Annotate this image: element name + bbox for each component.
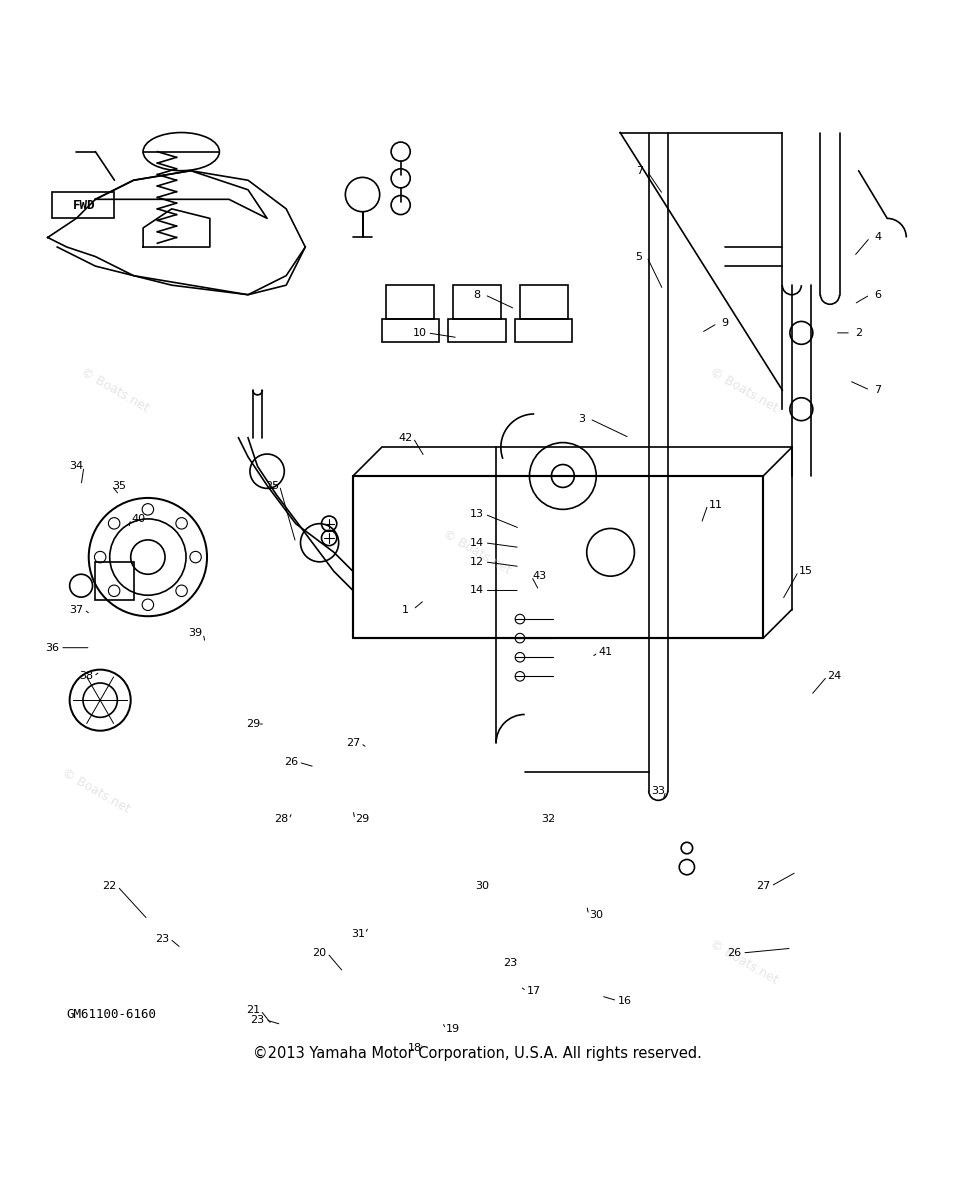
Text: 36: 36	[46, 643, 59, 653]
Text: 23: 23	[155, 934, 169, 943]
Text: 14: 14	[470, 538, 483, 547]
Bar	[448, 318, 505, 342]
Text: 14: 14	[470, 586, 483, 595]
Text: 24: 24	[827, 671, 841, 682]
Bar	[515, 318, 572, 342]
Text: 43: 43	[532, 571, 545, 581]
Text: © Boats.net: © Boats.net	[78, 365, 151, 415]
Text: 16: 16	[618, 996, 631, 1006]
Text: 23: 23	[251, 1015, 264, 1025]
Text: 6: 6	[873, 289, 881, 300]
Text: 9: 9	[720, 318, 728, 329]
Text: 30: 30	[589, 910, 602, 920]
Text: 12: 12	[470, 557, 483, 566]
Text: 41: 41	[598, 648, 612, 658]
Text: 25: 25	[265, 480, 278, 491]
Text: 3: 3	[578, 414, 585, 424]
Text: ©2013 Yamaha Motor Corporation, U.S.A. All rights reserved.: ©2013 Yamaha Motor Corporation, U.S.A. A…	[253, 1045, 700, 1061]
Text: 42: 42	[398, 433, 412, 443]
Text: 13: 13	[470, 509, 483, 520]
Text: 10: 10	[413, 328, 426, 338]
Text: 11: 11	[708, 499, 721, 510]
Text: 19: 19	[446, 1025, 459, 1034]
Text: 2: 2	[854, 328, 862, 338]
Text: 29: 29	[246, 719, 259, 730]
Text: 30: 30	[475, 881, 488, 892]
Text: FWD: FWD	[72, 198, 95, 211]
Text: 22: 22	[103, 881, 116, 892]
Bar	[519, 286, 567, 318]
Text: 28: 28	[274, 815, 288, 824]
Text: 39: 39	[189, 629, 202, 638]
Bar	[453, 286, 500, 318]
Text: 40: 40	[132, 514, 145, 524]
Text: 34: 34	[70, 462, 83, 472]
Text: © Boats.net: © Boats.net	[440, 528, 513, 577]
Text: 31: 31	[351, 929, 364, 938]
Text: 32: 32	[541, 815, 555, 824]
Text: 8: 8	[473, 289, 480, 300]
Text: 1: 1	[401, 605, 409, 614]
Text: © Boats.net: © Boats.net	[707, 937, 780, 988]
Text: 4: 4	[873, 233, 881, 242]
Text: 5: 5	[635, 252, 642, 262]
Text: 26: 26	[284, 757, 297, 767]
Text: 17: 17	[527, 986, 540, 996]
Text: © Boats.net: © Boats.net	[59, 766, 132, 816]
Text: 21: 21	[246, 1006, 259, 1015]
Bar	[95, 562, 133, 600]
Text: 7: 7	[873, 385, 881, 395]
Text: 26: 26	[727, 948, 740, 958]
Text: 27: 27	[756, 881, 769, 892]
Text: GM61100-6160: GM61100-6160	[67, 1008, 156, 1021]
Bar	[386, 286, 434, 318]
Text: 20: 20	[313, 948, 326, 958]
Text: 29: 29	[355, 815, 369, 824]
Text: 27: 27	[346, 738, 359, 748]
Bar	[52, 192, 114, 218]
Text: 18: 18	[408, 1043, 421, 1054]
Text: 37: 37	[70, 605, 83, 614]
Text: 35: 35	[112, 480, 126, 491]
Bar	[381, 318, 438, 342]
Text: 38: 38	[79, 671, 92, 682]
Text: 23: 23	[503, 958, 517, 967]
Text: 15: 15	[799, 566, 812, 576]
Text: 7: 7	[635, 166, 642, 175]
Text: 33: 33	[651, 786, 664, 796]
Text: © Boats.net: © Boats.net	[707, 365, 780, 415]
